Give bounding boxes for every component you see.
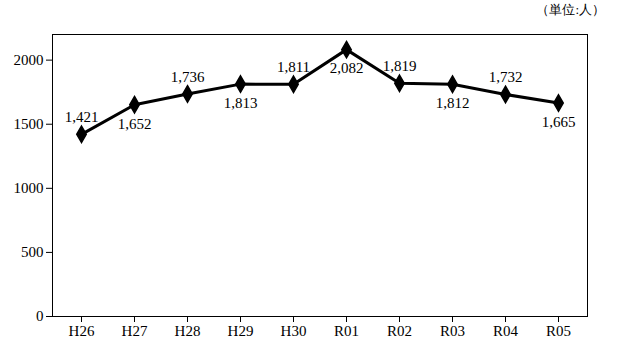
svg-text:R01: R01 bbox=[334, 323, 359, 339]
svg-text:1,812: 1,812 bbox=[436, 95, 470, 111]
svg-text:1,732: 1,732 bbox=[489, 69, 523, 85]
svg-text:1,819: 1,819 bbox=[383, 58, 417, 74]
svg-text:1,813: 1,813 bbox=[224, 95, 258, 111]
svg-text:1,736: 1,736 bbox=[171, 69, 205, 85]
svg-text:H30: H30 bbox=[281, 323, 307, 339]
svg-text:H26: H26 bbox=[69, 323, 95, 339]
svg-text:R04: R04 bbox=[493, 323, 519, 339]
svg-text:R03: R03 bbox=[440, 323, 465, 339]
svg-text:1,421: 1,421 bbox=[65, 109, 99, 125]
html-text:（単位:人）: （単位:人） bbox=[536, 2, 605, 17]
svg-text:0: 0 bbox=[36, 308, 44, 324]
svg-text:1000: 1000 bbox=[14, 180, 44, 196]
svg-text:H28: H28 bbox=[175, 323, 201, 339]
svg-text:H29: H29 bbox=[228, 323, 254, 339]
svg-text:1500: 1500 bbox=[14, 116, 44, 132]
svg-text:2,082: 2,082 bbox=[330, 60, 364, 76]
svg-text:H27: H27 bbox=[122, 323, 148, 339]
svg-text:2000: 2000 bbox=[14, 52, 44, 68]
svg-text:R02: R02 bbox=[387, 323, 412, 339]
svg-text:1,665: 1,665 bbox=[542, 114, 576, 130]
svg-text:R05: R05 bbox=[546, 323, 571, 339]
svg-text:1,811: 1,811 bbox=[277, 59, 310, 75]
svg-text:500: 500 bbox=[21, 244, 44, 260]
svg-text:1,652: 1,652 bbox=[118, 116, 152, 132]
